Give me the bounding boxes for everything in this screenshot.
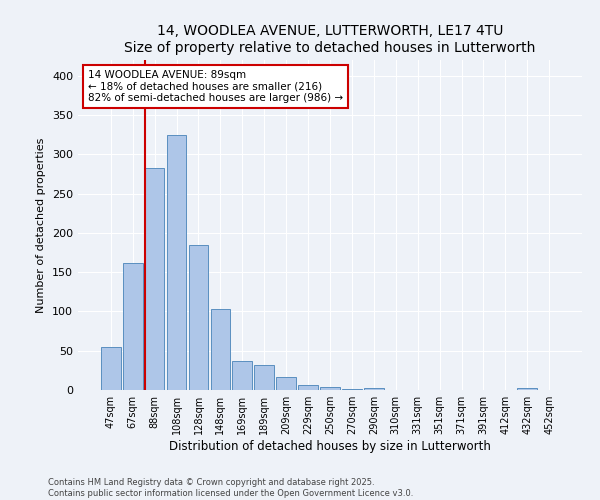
X-axis label: Distribution of detached houses by size in Lutterworth: Distribution of detached houses by size … (169, 440, 491, 453)
Bar (211, 309, 230, 390)
Bar (320, 387, 340, 390)
Text: 14 WOODLEA AVENUE: 89sqm
← 18% of detached houses are smaller (216)
82% of semi-: 14 WOODLEA AVENUE: 89sqm ← 18% of detach… (88, 70, 343, 103)
Y-axis label: Number of detached properties: Number of detached properties (37, 138, 46, 312)
Bar (232, 361, 252, 390)
Bar (298, 384, 318, 390)
Bar (167, 134, 187, 390)
Bar (276, 378, 296, 390)
Bar (364, 388, 384, 390)
Title: 14, WOODLEA AVENUE, LUTTERWORTH, LE17 4TU
Size of property relative to detached : 14, WOODLEA AVENUE, LUTTERWORTH, LE17 4T… (124, 24, 536, 54)
Bar (123, 262, 143, 390)
Bar (188, 244, 208, 390)
Text: Contains HM Land Registry data © Crown copyright and database right 2025.
Contai: Contains HM Land Registry data © Crown c… (48, 478, 413, 498)
Bar (254, 365, 274, 390)
Bar (101, 347, 121, 390)
Bar (342, 389, 362, 390)
Bar (145, 168, 164, 390)
Bar (517, 388, 537, 390)
